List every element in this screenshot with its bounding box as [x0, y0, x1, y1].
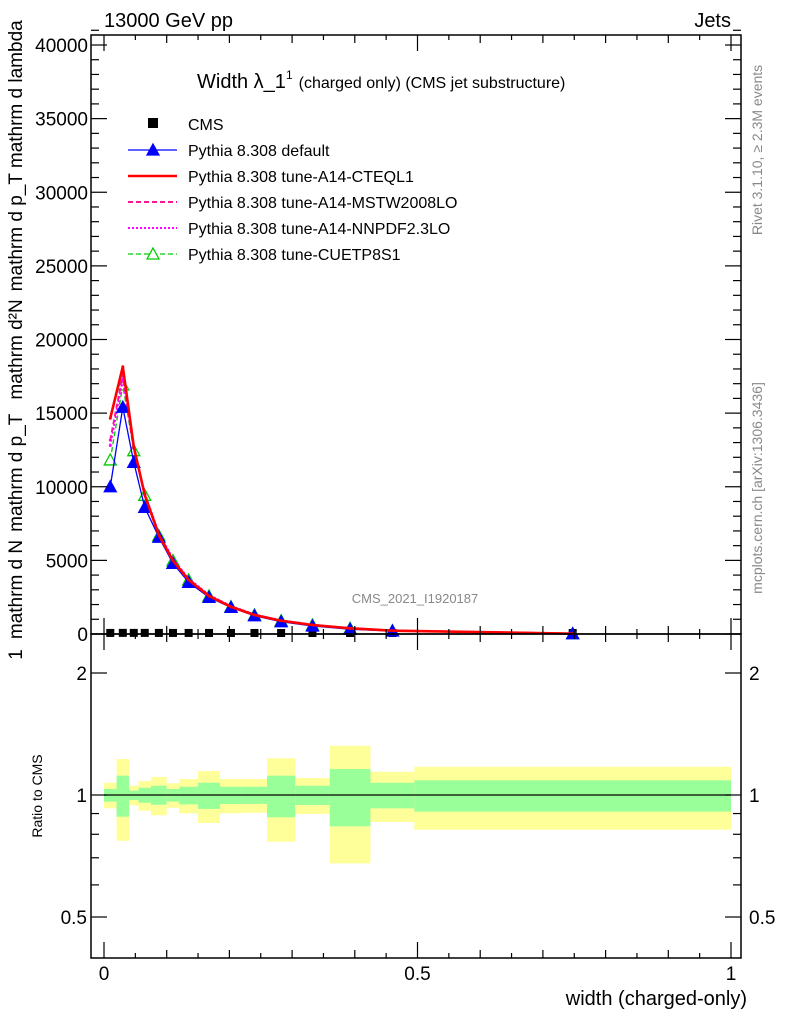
series-point: [121, 365, 125, 369]
ratio-y-tick-label: 0.5: [61, 908, 87, 929]
ratio-stat-band-bin: [267, 775, 296, 818]
y-axis-label: 1 mathrm d N mathrm d p_T mathrm d²N mathrm …: [6, 20, 27, 660]
mcplots-text: mcplots.cern.ch [arXiv:1306.3436]: [749, 382, 765, 594]
cms-data-point: [277, 628, 286, 637]
ratio-y-tick-label: 1: [76, 786, 87, 807]
legend-label: CMS: [188, 117, 224, 134]
cms-data-point: [154, 628, 163, 637]
ratio-stat-band-bin: [329, 769, 371, 827]
series-point: [187, 578, 191, 582]
legend-item: Pythia 8.308 tune-CUETP8S1: [128, 246, 401, 264]
series-line: [109, 366, 573, 635]
series-point: [279, 619, 283, 623]
series-line: [109, 384, 573, 635]
y-tick-label: 30000: [35, 183, 88, 204]
legend-label: Pythia 8.308 tune-CUETP8S1: [188, 247, 401, 264]
y-tick-label: 0: [77, 625, 88, 646]
y-tick-label: 15000: [35, 404, 88, 425]
series-point: [132, 445, 136, 449]
y-tick-label: 5000: [46, 551, 88, 572]
cms-data-point: [226, 628, 235, 637]
series-point: [207, 594, 211, 598]
series-point: [390, 629, 394, 633]
legend-item: CMS: [148, 117, 224, 134]
series-point: [108, 416, 112, 420]
ratio-stat-band-bin: [198, 782, 220, 809]
series-marker: [103, 452, 118, 466]
analysis-watermark: CMS_2021_I1920187: [352, 591, 479, 606]
legend-label: Pythia 8.308 tune-A14-CTEQL1: [188, 169, 414, 186]
series-point: [157, 533, 161, 537]
ratio-y-tick-label-right: 0.5: [749, 908, 775, 929]
series-2: [108, 365, 575, 636]
series-line: [109, 374, 573, 635]
cms-data-point: [129, 628, 138, 637]
ratio-y-label: Ratio to CMS: [29, 754, 45, 837]
series-marker: [103, 479, 118, 493]
legend-label: Pythia 8.308 tune-A14-NNPDF2.3LO: [188, 221, 450, 238]
main-marks: [103, 365, 580, 640]
series-point: [252, 613, 256, 617]
series-line: [109, 379, 573, 635]
cms-data-point: [205, 628, 214, 637]
legend-item: Pythia 8.308 default: [128, 142, 330, 160]
cms-data-point: [118, 628, 127, 637]
series-point: [171, 559, 175, 563]
series-3: [108, 373, 575, 636]
series-point: [108, 444, 112, 448]
legend-label: Pythia 8.308 tune-A14-MSTW2008LO: [188, 195, 457, 212]
legend-item: Pythia 8.308 tune-A14-NNPDF2.3LO: [128, 221, 450, 238]
series-line: [109, 407, 573, 635]
cms-data-point: [184, 628, 193, 637]
ylabel-numerator-sub: mathrm d p_T mathrm d lambda: [6, 20, 27, 291]
cms-data-point: [308, 628, 317, 637]
header-left: 13000 GeV pp: [104, 10, 233, 32]
x-axis-label: width (charged-only): [565, 988, 747, 1010]
cms-data-point: [106, 628, 115, 637]
axes: 0 5000 10000 15000 20000 25000 30000 35000 40000…: [35, 29, 775, 985]
ylabel-denominator: mathrm d N: [6, 540, 27, 639]
legend-triangle-icon: [145, 246, 161, 260]
y-tick-label: 20000: [35, 331, 88, 352]
x-tick-label: 0: [99, 964, 110, 985]
rivet-version-text: Rivet 3.1.10, ≥ 2.3M events: [749, 65, 765, 235]
ratio-y-tick-label-right: 1: [749, 786, 760, 807]
main-title: Width λ_11 (charged only) (CMS jet substr…: [197, 68, 565, 93]
legend: CMS Pythia 8.308 default Pythia 8.308 tune…: [128, 117, 457, 264]
legend-item: Pythia 8.308 tune-A14-MSTW2008LO: [128, 195, 457, 212]
legend-square-icon: [148, 118, 158, 128]
series-marker: [115, 399, 130, 413]
ratio-plot-frame: [90, 633, 742, 959]
series-5: [103, 377, 580, 640]
ratio-bands: [104, 745, 731, 864]
series-point: [229, 605, 233, 609]
ylabel-numerator: mathrm d²N: [6, 299, 27, 399]
ylabel-one: 1: [6, 649, 27, 660]
series-point: [310, 623, 314, 627]
y-tick-label: 35000: [35, 110, 88, 131]
series-point: [143, 493, 147, 497]
cms-data-point: [168, 628, 177, 637]
y-tick-label: 10000: [35, 478, 88, 499]
cms-data-point: [250, 628, 259, 637]
ratio-y-tick-label-right: 2: [749, 664, 760, 685]
ratio-y-tick-label: 2: [76, 664, 87, 685]
x-tick-label: 1: [726, 964, 737, 985]
series-point: [348, 626, 352, 630]
x-tick-label: 0.5: [404, 964, 430, 985]
cms-data-point: [140, 628, 149, 637]
series-4: [108, 377, 575, 636]
ratio-stat-band-bin: [414, 780, 731, 812]
y-tick-label: 25000: [35, 257, 88, 278]
legend-label: Pythia 8.308 default: [188, 143, 330, 160]
header-right: Jets: [694, 10, 731, 32]
y-tick-label: 40000: [35, 36, 88, 57]
legend-item: Pythia 8.308 tune-A14-CTEQL1: [128, 169, 414, 186]
legend-triangle-icon: [145, 142, 161, 156]
series-1: [103, 399, 580, 640]
ratio-stat-band-bin: [116, 775, 130, 817]
ylabel-denominator-sub: mathrm d p_T: [6, 413, 27, 532]
